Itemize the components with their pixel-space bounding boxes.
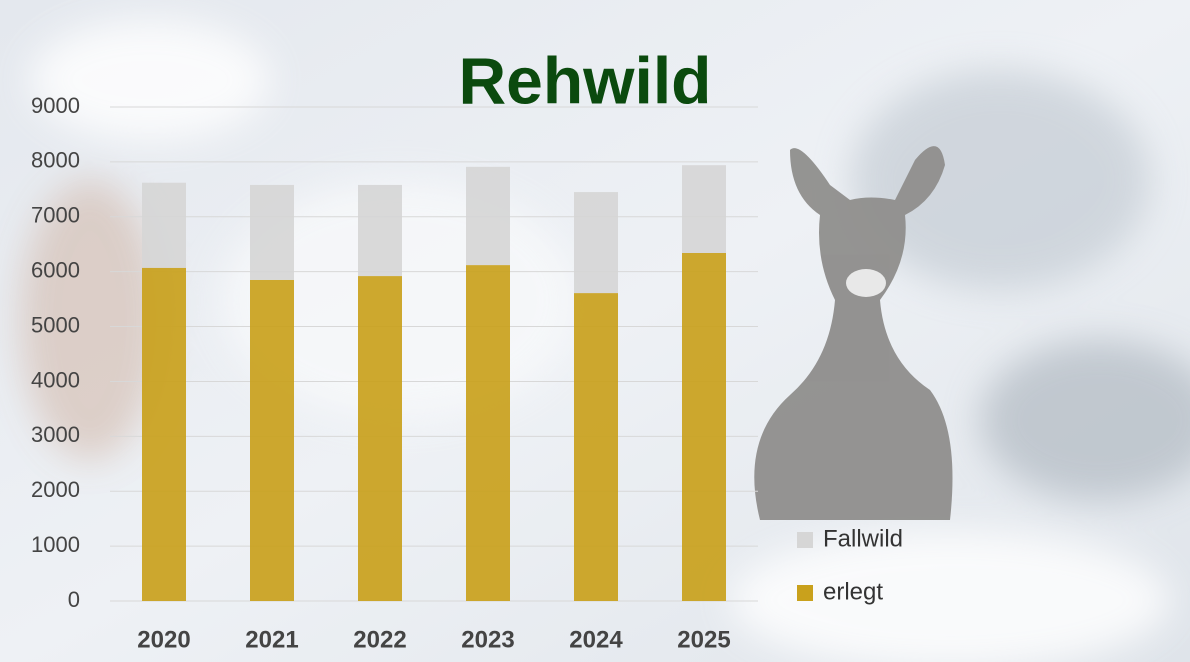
bar xyxy=(250,184,294,280)
x-tick-label: 2022 xyxy=(353,626,406,653)
bar xyxy=(466,265,510,601)
y-tick-label: 7000 xyxy=(31,203,80,228)
bar xyxy=(574,192,618,294)
bar xyxy=(682,253,726,601)
legend-label: Fallwild xyxy=(823,525,903,552)
legend-label: erlegt xyxy=(823,578,883,605)
bar xyxy=(466,166,510,266)
x-tick-label: 2025 xyxy=(677,626,730,653)
bar xyxy=(142,182,186,268)
y-tick-label: 4000 xyxy=(31,367,80,392)
y-tick-label: 8000 xyxy=(31,148,80,173)
x-tick-label: 2024 xyxy=(569,626,623,653)
bar xyxy=(250,279,294,601)
y-tick-label: 2000 xyxy=(31,477,80,502)
y-tick-label: 9000 xyxy=(31,93,80,118)
bar xyxy=(358,184,402,277)
bar xyxy=(682,165,726,254)
chart-title: Rehwild xyxy=(458,43,711,117)
y-tick-label: 0 xyxy=(68,587,80,612)
x-tick-label: 2020 xyxy=(137,626,190,653)
y-tick-label: 1000 xyxy=(31,532,80,557)
bar xyxy=(142,267,186,601)
bar xyxy=(358,276,402,601)
x-tick-label: 2023 xyxy=(461,626,514,653)
legend-swatch xyxy=(797,585,813,601)
y-tick-label: 5000 xyxy=(31,312,80,337)
y-tick-label: 6000 xyxy=(31,257,80,282)
x-tick-label: 2021 xyxy=(245,626,298,653)
y-tick-label: 3000 xyxy=(31,422,80,447)
deer xyxy=(754,146,953,520)
legend-swatch xyxy=(797,532,813,548)
bar xyxy=(574,293,618,601)
